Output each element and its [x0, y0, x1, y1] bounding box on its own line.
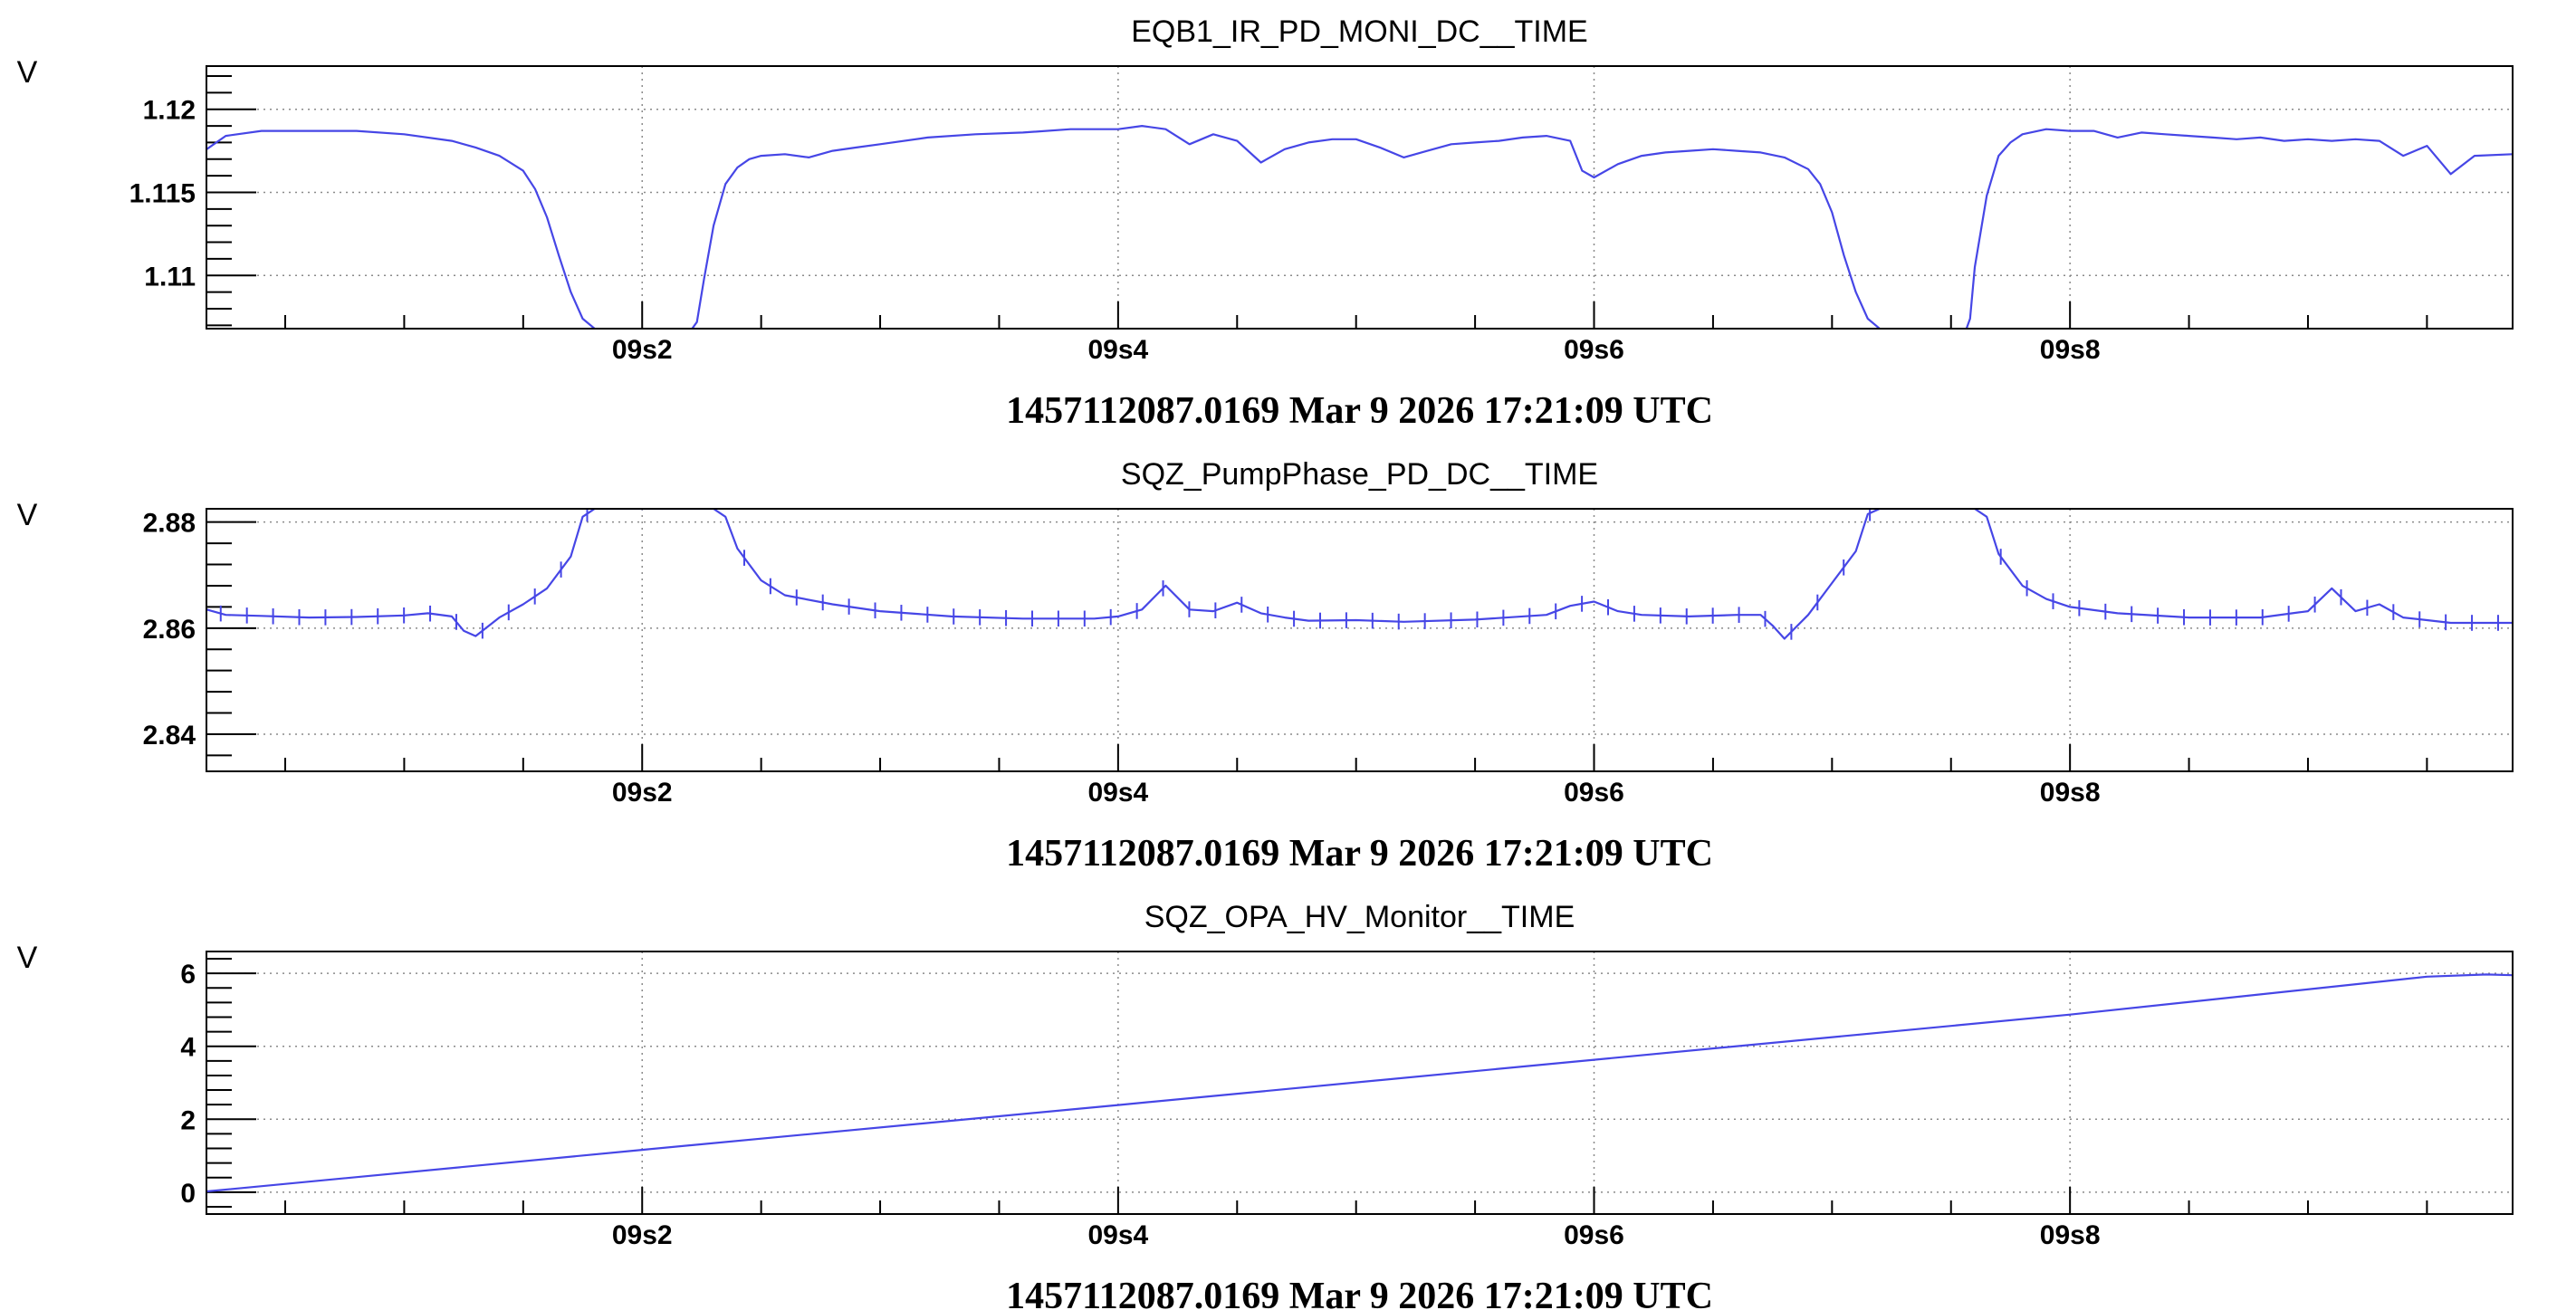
chart-panel-1: EQB1_IR_PD_MONI_DC__TIME V 1.11 1.115 1.12 09…	[17, 14, 2514, 432]
x-tick-label: 09s2	[612, 1220, 673, 1250]
y-tick-label: 2.84	[143, 721, 196, 751]
series-line-3	[206, 973, 2513, 1193]
chart-title: SQZ_OPA_HV_Monitor__TIME	[1144, 900, 1575, 934]
y-axis-label: V	[17, 55, 38, 90]
plot-frame	[206, 65, 2514, 330]
y-axis-label: V	[17, 941, 38, 975]
x-tick-label: 09s4	[1087, 335, 1148, 365]
x-axis-label: 1457112087.0169 Mar 9 2026 17:21:09 UTC	[1006, 833, 1713, 875]
y-tick-label: 1.11	[144, 262, 196, 292]
x-tick-label: 09s4	[1087, 1220, 1148, 1250]
y-tick-label: 4	[180, 1033, 196, 1063]
x-tick-label: 09s6	[1564, 778, 1624, 808]
y-tick-label: 6	[180, 960, 196, 990]
data-area	[206, 125, 2513, 329]
x-tick-label: 09s4	[1087, 778, 1148, 808]
y-tick-label: 2.86	[143, 615, 196, 645]
x-axis-label: 1457112087.0169 Mar 9 2026 17:21:09 UTC	[1006, 390, 1713, 432]
y-tick-label: 1.115	[129, 178, 196, 208]
x-tick-label: 09s6	[1564, 1220, 1624, 1250]
chart-panel-3: SQZ_OPA_HV_Monitor__TIME V 0 2 4 6 09s2 09s4 09s…	[17, 900, 2514, 1310]
x-tick-label: 09s2	[612, 335, 673, 365]
y-tick-label: 0	[180, 1179, 196, 1209]
data-area	[206, 973, 2513, 1193]
y-axis-label: V	[17, 498, 38, 532]
x-axis-label: 1457112087.0169 Mar 9 2026 17:21:09 UTC	[1006, 1276, 1713, 1310]
y-tick-label: 2.88	[143, 509, 196, 539]
y-tick-label: 1.12	[143, 96, 196, 126]
x-tick-label: 09s8	[2040, 335, 2101, 365]
plot-frame	[206, 951, 2514, 1215]
x-tick-label: 09s6	[1564, 335, 1624, 365]
y-tick-label: 2	[180, 1105, 196, 1135]
plot-frame	[206, 508, 2514, 772]
series-line-2	[206, 509, 2513, 640]
data-area	[206, 509, 2513, 640]
chart-title: EQB1_IR_PD_MONI_DC__TIME	[1131, 14, 1588, 49]
x-tick-label: 09s8	[2040, 778, 2101, 808]
x-tick-label: 09s8	[2040, 1220, 2101, 1250]
series-line-1	[206, 125, 2513, 329]
x-tick-label: 09s2	[612, 778, 673, 808]
chart-panel-2: SQZ_PumpPhase_PD_DC__TIME V 2.84 2.86 2.88 09…	[17, 457, 2514, 875]
chart-title: SQZ_PumpPhase_PD_DC__TIME	[1121, 457, 1598, 492]
